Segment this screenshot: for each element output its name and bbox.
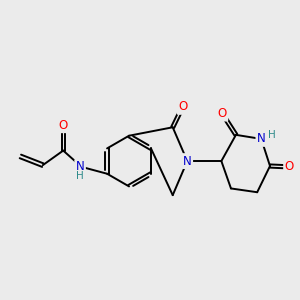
Text: O: O [218,107,227,120]
Text: N: N [257,132,266,146]
Text: H: H [268,130,276,140]
Text: N: N [76,160,85,173]
Text: O: O [58,119,68,132]
Text: N: N [183,154,192,168]
Text: H: H [76,171,84,181]
Text: O: O [178,100,187,113]
Text: O: O [285,160,294,173]
